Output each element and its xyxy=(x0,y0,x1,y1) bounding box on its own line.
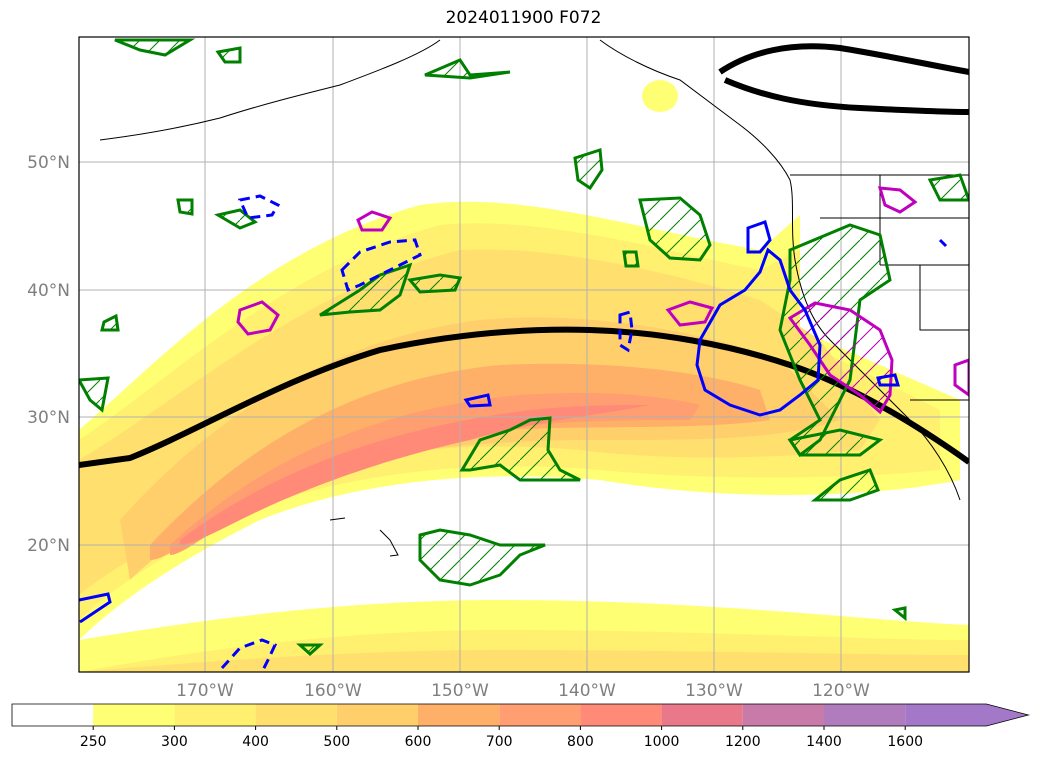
lon-label-160w: 160°W xyxy=(304,681,362,701)
colorbar-segment xyxy=(742,704,824,726)
coastlines xyxy=(99,39,969,557)
colorbar-segment xyxy=(499,704,581,726)
colorbar-tick-label: 500 xyxy=(323,734,350,750)
map-area xyxy=(79,37,969,672)
colorbar-extend-arrow xyxy=(905,704,1029,726)
colorbar-tick-label: 400 xyxy=(242,734,269,750)
colorbar-segment xyxy=(12,704,94,726)
lon-label-140w: 140°W xyxy=(558,681,616,701)
magenta-contours xyxy=(236,186,969,415)
colorbar-tick-label: 1200 xyxy=(725,734,761,750)
colorbar-segment xyxy=(661,704,743,726)
longitude-labels: 170°W 160°W 150°W 140°W 130°W 120°W xyxy=(176,681,870,701)
lon-label-130w: 130°W xyxy=(685,681,743,701)
colorbar-segment xyxy=(93,704,175,726)
colorbar-segment xyxy=(824,704,906,726)
map-frame xyxy=(78,36,970,673)
colorbar-tick-label: 250 xyxy=(80,734,107,750)
colorbar-tick-label: 800 xyxy=(567,734,594,750)
colorbar-segment xyxy=(174,704,256,726)
blue-contours xyxy=(79,220,948,624)
lat-label-40: 40°N xyxy=(27,281,70,301)
lat-label-30: 30°N xyxy=(27,408,70,428)
lon-label-170w: 170°W xyxy=(176,681,234,701)
colorbar: 250 300 400 500 600 700 800 1000 1200 1400 1600 xyxy=(11,703,1030,750)
lat-label-20: 20°N xyxy=(27,536,70,556)
colorbar-segment xyxy=(580,704,662,726)
lat-label-50: 50°N xyxy=(27,153,70,173)
colorbar-segment xyxy=(336,704,418,726)
colorbar-tick-label: 700 xyxy=(486,734,513,750)
latitude-labels: 50°N 40°N 30°N 20°N xyxy=(27,153,70,556)
ivt-fill-bands xyxy=(79,80,969,672)
colorbar-segment xyxy=(255,704,337,726)
colorbar-frame xyxy=(11,703,1030,727)
lon-label-150w: 150°W xyxy=(431,681,489,701)
colorbar-segment xyxy=(418,704,500,726)
colorbar-tick-label: 1000 xyxy=(644,734,680,750)
colorbar-tick-label: 1400 xyxy=(806,734,842,750)
colorbar-tick-label: 300 xyxy=(161,734,188,750)
lon-label-120w: 120°W xyxy=(812,681,870,701)
map-title: 2024011900 F072 xyxy=(445,8,602,28)
blue-dashed-contours xyxy=(220,194,634,672)
colorbar-tick-label: 1600 xyxy=(887,734,923,750)
colorbar-tick-label: 600 xyxy=(405,734,432,750)
